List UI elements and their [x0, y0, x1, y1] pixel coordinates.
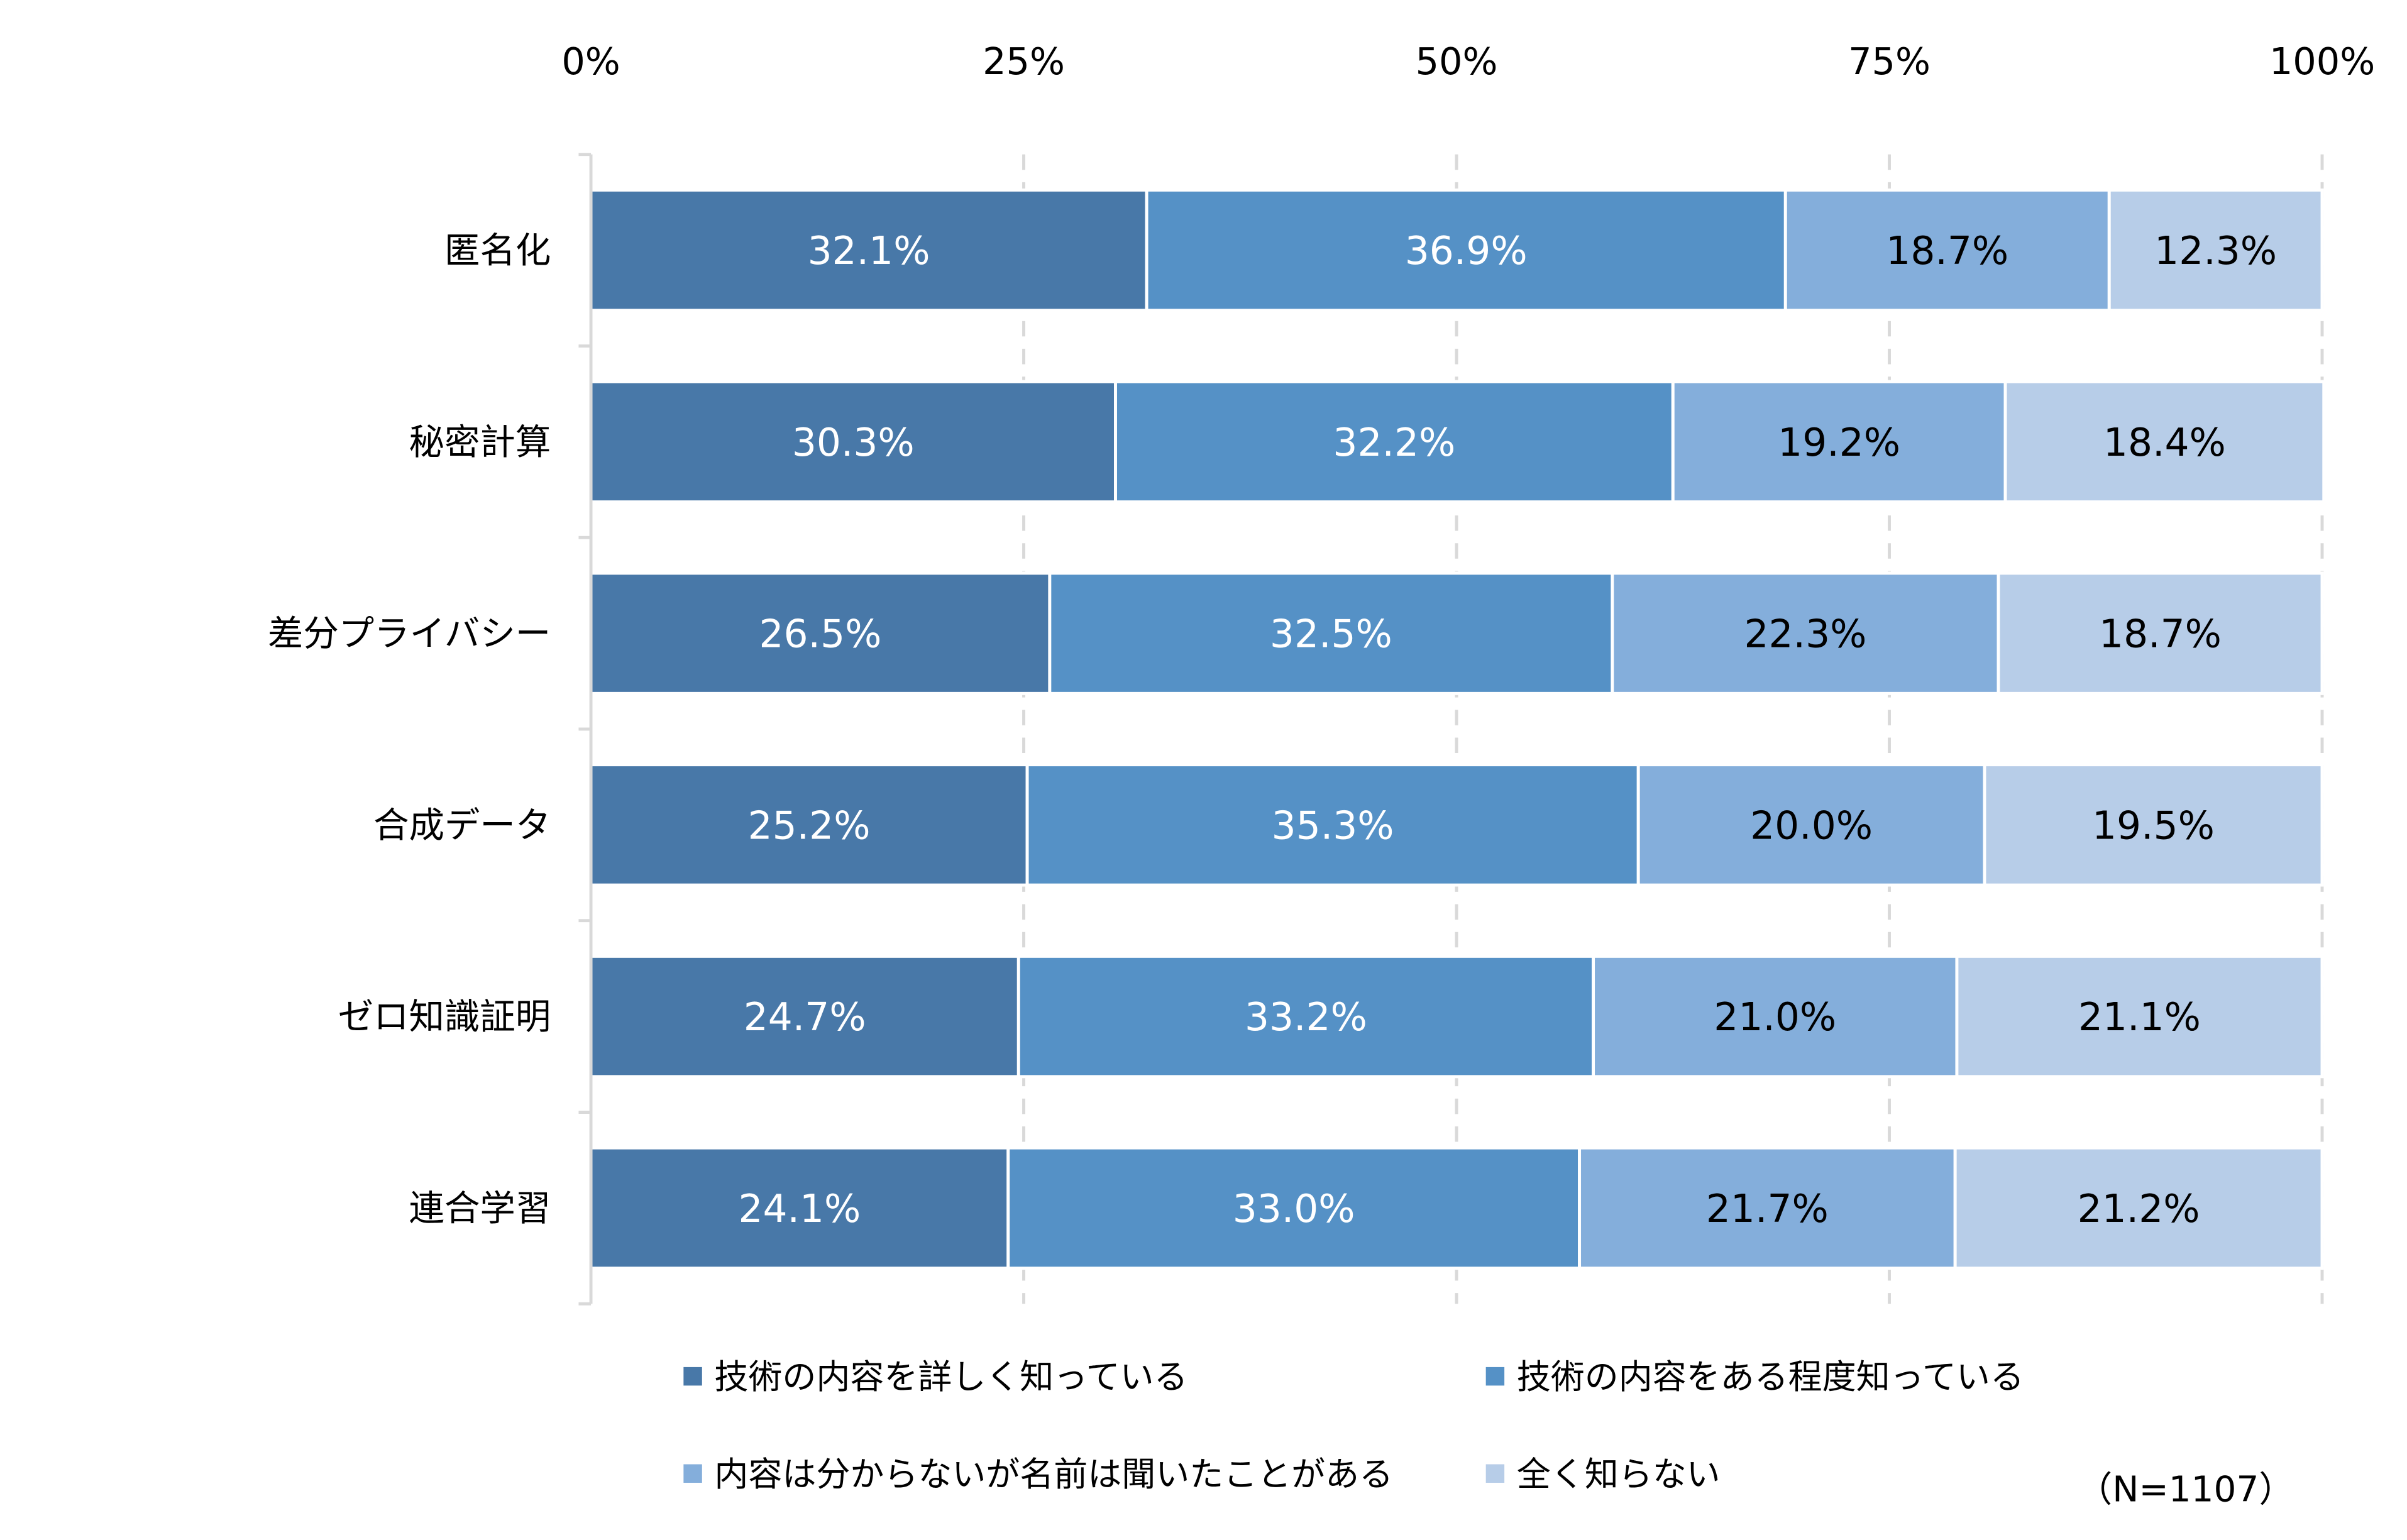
x-tick-label: 75% [1848, 40, 1931, 83]
category-label: 合成データ [373, 805, 551, 846]
data-label: 21.1% [2078, 995, 2201, 1040]
bar-segment [1016, 954, 1595, 1079]
category-label: 連合学習 [409, 1189, 551, 1229]
data-label: 21.7% [1706, 1187, 1829, 1231]
bar-segment [1048, 571, 1614, 695]
legend-label: 内容は分からないが名前は聞いたことがある [714, 1455, 1393, 1494]
bar-segment [1671, 380, 2007, 503]
data-label: 19.5% [2092, 803, 2215, 848]
data-label: 30.3% [792, 421, 915, 465]
bar-segment [589, 954, 1020, 1079]
bar-segment [2003, 380, 2326, 503]
bar-segment [2107, 188, 2324, 312]
data-label: 33.2% [1245, 995, 1367, 1040]
x-axis-ticks: 0% 25% 50% 75% 100% [561, 40, 2375, 83]
data-label: 18.4% [2103, 421, 2226, 465]
bar-segment [589, 571, 1052, 695]
bar-segment [1955, 954, 2324, 1079]
bar-segment [1636, 763, 1986, 887]
legend-swatch [1485, 1367, 1505, 1386]
data-label: 22.3% [1744, 612, 1866, 657]
bar-segment [589, 188, 1148, 312]
category-label: ゼロ知識証明 [338, 997, 551, 1038]
category-label: 匿名化 [444, 231, 551, 272]
bar-segment [589, 763, 1029, 887]
data-label: 21.2% [2078, 1187, 2200, 1231]
bar-segment [1592, 954, 1959, 1079]
bar-segment [1953, 1146, 2324, 1270]
data-label: 24.7% [744, 995, 866, 1040]
bar-segment [1025, 763, 1640, 887]
bar-segment [1114, 380, 1675, 503]
legend-swatch [1485, 1464, 1505, 1483]
data-label: 18.7% [2099, 612, 2222, 657]
x-tick-label: 50% [1416, 40, 1498, 83]
bar-segment [1783, 188, 2111, 312]
data-label: 33.0% [1233, 1187, 1355, 1231]
data-label: 36.9% [1405, 229, 1528, 273]
bar-segment [1997, 571, 2324, 695]
x-tick-label: 0% [561, 40, 620, 83]
legend-label: 全く知らない [1517, 1455, 1721, 1494]
category-label: 秘密計算 [409, 422, 551, 463]
bars: 32.1% 36.9% 18.7% 12.3% 30.3% 32.2% 19.2% 18.4%… [589, 188, 2326, 1270]
bar-segment [1611, 571, 2000, 695]
bar-segment [1983, 763, 2324, 887]
bar-segment [1006, 1146, 1582, 1270]
legend-label: 技術の内容をある程度知っている [1517, 1357, 2024, 1397]
data-label: 32.1% [808, 229, 930, 273]
data-label: 32.2% [1333, 421, 1455, 465]
bar-segment [589, 380, 1117, 503]
gridlines [1022, 154, 2324, 1304]
legend-swatch [683, 1464, 702, 1483]
data-label: 20.0% [1750, 803, 1873, 848]
data-label: 26.5% [759, 612, 881, 657]
data-label: 25.2% [748, 803, 871, 848]
legend: 技術の内容を詳しく知っている 技術の内容をある程度知っている内容は分からないが名前… [683, 1357, 2024, 1494]
category-label: 差分プライバシー [268, 613, 551, 654]
data-label: 18.7% [1886, 229, 2008, 273]
x-tick-label: 25% [983, 40, 1065, 83]
sample-size-note: （N=1107） [2077, 1469, 2294, 1510]
legend-swatch [683, 1367, 702, 1386]
bar-segment [589, 1146, 1010, 1270]
data-label: 19.2% [1778, 421, 1900, 465]
data-label: 24.1% [738, 1187, 861, 1231]
data-label: 32.5% [1270, 612, 1392, 657]
bar-segment [1578, 1146, 1957, 1270]
data-label: 21.0% [1714, 995, 1836, 1040]
data-label: 12.3% [2154, 229, 2277, 273]
legend-label: 技術の内容を詳しく知っている [714, 1357, 1187, 1397]
x-tick-label: 100% [2269, 40, 2375, 83]
data-label: 35.3% [1272, 803, 1394, 848]
bar-segment [1145, 188, 1787, 312]
